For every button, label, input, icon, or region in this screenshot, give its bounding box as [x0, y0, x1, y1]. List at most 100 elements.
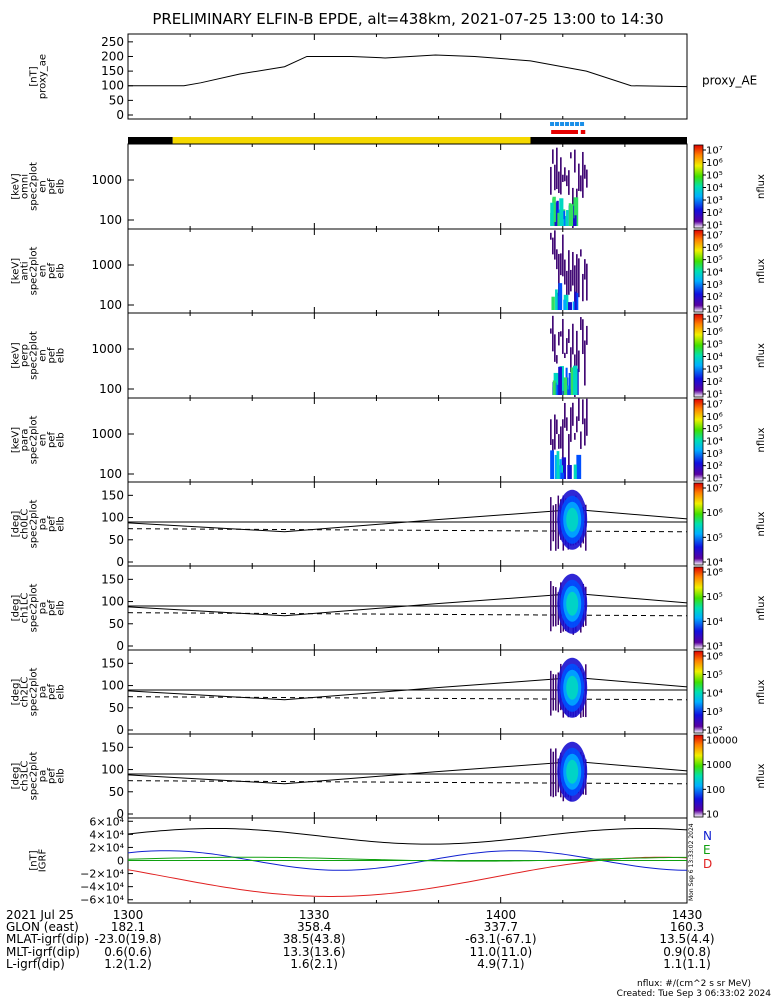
colorbar-tick-label: 10000	[706, 736, 738, 747]
y-tick-label: 100	[101, 763, 124, 777]
footer-value: 38.5(43.8)	[282, 932, 346, 947]
colorbar-tick-label: 10⁴	[706, 689, 723, 700]
loss-cone-line	[127, 509, 688, 533]
spectrum-stripe	[564, 402, 566, 428]
ylabel-line: spec2plot	[29, 500, 40, 549]
proxy-ae-frame	[127, 33, 688, 120]
spectrum-stripe	[564, 259, 566, 285]
ylabel-line: spec2plot	[29, 584, 40, 633]
spectrum-cell	[557, 212, 560, 226]
spectrum-cell	[576, 293, 579, 310]
spectrum-stripe	[568, 250, 570, 295]
spectrum-stripe	[558, 253, 560, 296]
spectrum-cell	[568, 372, 571, 395]
ylabel-line: pa	[38, 686, 49, 698]
spectrum-stripe	[586, 398, 588, 436]
ylabel-line: pef	[47, 768, 58, 785]
colorbar-tick-label: 10⁷	[706, 484, 723, 495]
y-tick-label: 1000	[91, 342, 122, 356]
y-tick-label: 50	[109, 93, 124, 107]
ylabel-line: [keV]	[11, 173, 22, 199]
colorbar-label: nflux	[756, 258, 767, 283]
y-tick-label: 2×10⁴	[89, 841, 124, 854]
spectrum-stripe	[572, 323, 574, 355]
spectrum-stripe	[572, 402, 574, 426]
spectrum-stripe	[580, 175, 582, 192]
colorbar-tick-label: 10⁶	[706, 327, 723, 338]
y-tick-label: 50	[109, 533, 124, 547]
footer-value: 1330	[298, 908, 330, 922]
spectrum-cell	[567, 465, 572, 479]
footer-value: 1400	[485, 908, 517, 922]
spectrum-cell	[558, 283, 563, 310]
ylabel-line: ch1LC	[20, 593, 31, 624]
ylabel-line: en	[38, 265, 49, 278]
spectrum-stripe	[562, 234, 564, 277]
loss-cone-line	[127, 593, 688, 617]
colorbar-tick-label: 10⁵	[706, 670, 723, 681]
loss-cone-line	[127, 677, 688, 701]
spectrum-stripe	[566, 417, 568, 431]
spectrum-cell	[556, 451, 560, 479]
spectrum-cell	[561, 457, 567, 479]
colorbar-tick-label: 10⁶	[706, 412, 723, 423]
spectrum-stripe	[552, 237, 554, 255]
spectrum-cell	[567, 302, 573, 310]
colorbar-tick-label: 10⁴	[706, 352, 723, 363]
colorbar-tick-label: 10⁶	[706, 243, 723, 254]
colorbar-tick-label: 10⁵	[706, 171, 723, 182]
igrf-total-line	[127, 827, 688, 845]
y-tick-label: 0	[116, 108, 124, 122]
loss-cone-line	[127, 761, 688, 785]
spectrum-cell	[559, 198, 564, 226]
ylabel-line: [keV]	[11, 342, 22, 368]
colorbar-tick-label: 10⁴	[706, 558, 723, 569]
ylabel-line: spec2plot	[29, 247, 40, 296]
y-tick-label: 0	[116, 807, 124, 821]
pa-stripe	[550, 581, 552, 632]
spectrum-stripe	[550, 419, 552, 445]
colorbar-tick-label: 10¹	[706, 390, 723, 401]
proxy-ae-ylabel: [nT]proxy_ae	[29, 54, 49, 99]
footer-value: 11.0(11.0)	[469, 944, 533, 959]
y-tick-label: 0	[116, 639, 124, 653]
colorbar-label-text: nflux	[756, 679, 767, 704]
spectrum-stripe	[568, 170, 570, 195]
ylabel-line: pef	[47, 178, 58, 195]
ylabel-line: elb	[56, 179, 67, 194]
spectrum-stripe	[564, 167, 566, 182]
spectrum-stripe	[574, 149, 576, 173]
ylabel-line: ch0LC	[20, 509, 31, 540]
footer-value: 0.6(0.6)	[104, 944, 152, 959]
ylabel-line: pa	[38, 602, 49, 614]
spectrum-stripe	[586, 325, 588, 345]
y-tick-label: 100	[101, 511, 124, 525]
spectrum-stripe	[578, 258, 580, 298]
nflux-units-note: nflux: #/(cm^2 s sr MeV)	[637, 979, 751, 989]
ylabel-line: pef	[47, 600, 58, 617]
ylabel-line: en	[38, 349, 49, 362]
footer-value: 0.9(0.8)	[663, 944, 711, 959]
ylabel-line: perp	[20, 344, 31, 367]
colorbar-tick-label: 10²	[706, 208, 723, 219]
colorbar-label-text: nflux	[756, 763, 767, 788]
spectrum-cell	[552, 380, 556, 395]
colorbar-tick-label: 10³	[706, 642, 723, 653]
ylabel-line: pef	[47, 263, 58, 280]
colorbar-tick-label: 10⁷	[706, 315, 723, 326]
y-tick-label: 100	[101, 595, 124, 609]
colorbar-tick-label: 100	[706, 785, 725, 796]
spectrum-cell	[566, 210, 569, 226]
spectrum-cell	[551, 296, 555, 310]
igrf-side-note: Mon Sep 6 13:33:02 2024	[688, 823, 695, 901]
spectrum-stripe	[574, 265, 576, 308]
y-tick-label: −6×10⁴	[80, 894, 124, 907]
ylabel-line: spec2plot	[29, 416, 40, 465]
spectrum-cell	[569, 204, 574, 226]
colorbar	[693, 229, 704, 313]
anti-loss-cone-line	[127, 780, 688, 785]
footer-row-label: L-igrf(dip)	[6, 956, 65, 971]
y-tick-label: 4×10⁴	[89, 828, 124, 841]
spectrum-cell	[572, 301, 576, 310]
